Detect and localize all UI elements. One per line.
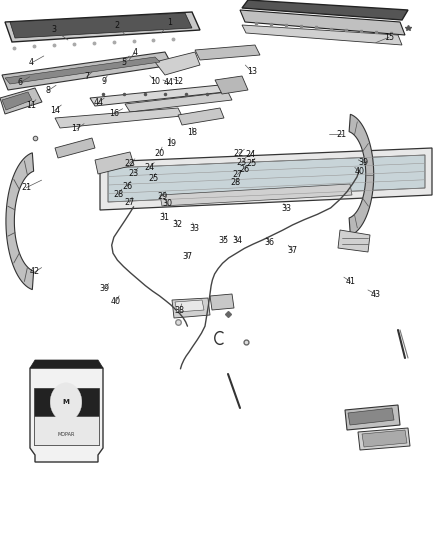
Text: 26: 26 bbox=[122, 182, 132, 191]
Polygon shape bbox=[0, 88, 42, 114]
Polygon shape bbox=[178, 108, 224, 125]
Text: 25: 25 bbox=[247, 159, 257, 167]
Text: 28: 28 bbox=[230, 178, 241, 187]
Polygon shape bbox=[240, 10, 405, 35]
Text: 39: 39 bbox=[99, 285, 110, 293]
Text: 22: 22 bbox=[124, 159, 134, 168]
Text: MOPAR: MOPAR bbox=[57, 432, 75, 438]
Text: 16: 16 bbox=[109, 109, 119, 118]
Text: 7: 7 bbox=[84, 72, 89, 81]
Polygon shape bbox=[34, 416, 99, 445]
Polygon shape bbox=[210, 294, 234, 310]
Text: 33: 33 bbox=[190, 224, 200, 232]
Text: 24: 24 bbox=[145, 164, 155, 172]
Text: 14: 14 bbox=[50, 106, 60, 115]
Text: 30: 30 bbox=[162, 199, 172, 208]
Text: 4: 4 bbox=[29, 59, 34, 67]
Text: 22: 22 bbox=[233, 149, 244, 158]
Polygon shape bbox=[55, 138, 95, 158]
Text: 41: 41 bbox=[346, 277, 355, 286]
Polygon shape bbox=[348, 408, 394, 425]
Text: 8: 8 bbox=[46, 86, 51, 95]
Text: 3: 3 bbox=[51, 25, 56, 34]
Polygon shape bbox=[10, 13, 192, 38]
Polygon shape bbox=[242, 0, 408, 20]
Text: 25: 25 bbox=[148, 174, 159, 183]
Polygon shape bbox=[5, 57, 160, 84]
Text: 5: 5 bbox=[121, 58, 126, 67]
Text: 42: 42 bbox=[30, 268, 40, 276]
Text: 43: 43 bbox=[371, 290, 381, 298]
Text: 34: 34 bbox=[233, 237, 242, 245]
Text: 17: 17 bbox=[71, 125, 82, 133]
Polygon shape bbox=[2, 92, 32, 110]
Text: 23: 23 bbox=[237, 158, 247, 166]
Text: 23: 23 bbox=[128, 169, 139, 177]
Text: 28: 28 bbox=[113, 190, 124, 199]
Text: 21: 21 bbox=[336, 130, 347, 139]
Text: 20: 20 bbox=[155, 149, 165, 158]
Polygon shape bbox=[90, 85, 225, 106]
Text: 10: 10 bbox=[151, 77, 160, 85]
Text: 39: 39 bbox=[358, 158, 369, 167]
Text: 12: 12 bbox=[173, 77, 184, 85]
Text: 24: 24 bbox=[245, 150, 256, 159]
Polygon shape bbox=[55, 108, 182, 128]
Circle shape bbox=[50, 383, 82, 421]
Polygon shape bbox=[242, 25, 402, 45]
Text: 29: 29 bbox=[157, 192, 167, 200]
Text: 18: 18 bbox=[187, 128, 197, 136]
Polygon shape bbox=[175, 300, 204, 312]
Polygon shape bbox=[358, 428, 410, 450]
Polygon shape bbox=[125, 92, 232, 112]
Text: 33: 33 bbox=[282, 205, 292, 213]
Polygon shape bbox=[6, 153, 34, 289]
Text: 6: 6 bbox=[17, 78, 22, 87]
Text: 36: 36 bbox=[265, 238, 274, 247]
Text: M: M bbox=[63, 399, 70, 405]
Text: 15: 15 bbox=[384, 33, 394, 42]
Polygon shape bbox=[349, 114, 374, 236]
Text: 2: 2 bbox=[115, 21, 120, 29]
Text: 13: 13 bbox=[247, 68, 257, 76]
Polygon shape bbox=[100, 148, 432, 210]
Text: 40: 40 bbox=[354, 167, 364, 176]
Polygon shape bbox=[108, 155, 425, 202]
Text: 4: 4 bbox=[132, 48, 138, 56]
Text: 26: 26 bbox=[239, 165, 250, 174]
Text: 44: 44 bbox=[164, 78, 173, 87]
Polygon shape bbox=[362, 430, 407, 447]
Text: 44: 44 bbox=[94, 98, 103, 107]
Text: 1: 1 bbox=[167, 18, 173, 27]
Polygon shape bbox=[195, 45, 260, 60]
Text: 31: 31 bbox=[159, 213, 169, 222]
Text: 11: 11 bbox=[26, 101, 35, 109]
Polygon shape bbox=[5, 12, 200, 42]
Polygon shape bbox=[215, 76, 248, 94]
Polygon shape bbox=[345, 405, 400, 430]
Polygon shape bbox=[95, 152, 134, 174]
Polygon shape bbox=[338, 230, 370, 252]
Polygon shape bbox=[160, 184, 352, 206]
Text: 27: 27 bbox=[124, 198, 134, 207]
Text: 21: 21 bbox=[21, 183, 32, 192]
Polygon shape bbox=[2, 52, 172, 90]
Polygon shape bbox=[34, 388, 99, 445]
Text: 32: 32 bbox=[172, 221, 183, 229]
Polygon shape bbox=[30, 368, 103, 462]
Polygon shape bbox=[30, 360, 103, 368]
Text: 37: 37 bbox=[182, 253, 193, 261]
Text: 9: 9 bbox=[102, 77, 107, 85]
Text: 35: 35 bbox=[218, 237, 229, 245]
Text: 19: 19 bbox=[166, 140, 176, 148]
Text: 27: 27 bbox=[232, 171, 243, 179]
Text: 38: 38 bbox=[175, 306, 184, 314]
Polygon shape bbox=[155, 52, 200, 75]
Polygon shape bbox=[172, 298, 210, 318]
Text: 40: 40 bbox=[111, 297, 121, 305]
Text: 37: 37 bbox=[287, 246, 298, 255]
